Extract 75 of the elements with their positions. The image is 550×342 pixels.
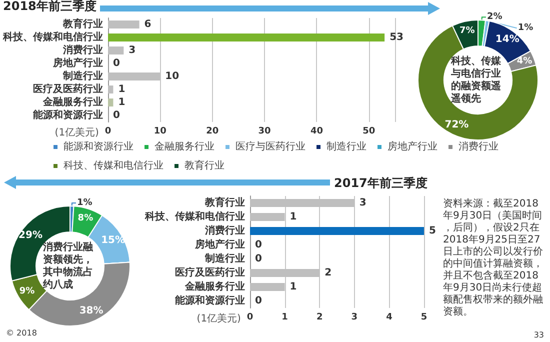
x-tick-label: 4 (386, 312, 392, 322)
x-tick-label: 30 (258, 126, 271, 136)
text: 消费行业融资额领先，其中物流占约八成 (42, 240, 94, 290)
x-tick-label: 3 (351, 312, 358, 322)
data-label: 15% (101, 235, 126, 246)
data-label: 2 (324, 268, 332, 278)
y-tick-label: 科技、传媒和电信行业 (2, 31, 103, 43)
x-tick-label: 2 (316, 312, 323, 322)
data-label: 3 (359, 198, 366, 208)
y-tick-label: 消费行业 (62, 44, 103, 56)
x-tick-label: 0 (246, 312, 254, 322)
y-tick-label: 房地产行业 (194, 238, 245, 250)
x-tick-label: 5 (420, 312, 428, 322)
y-tick-label: 医疗及医药行业 (175, 266, 245, 278)
y-tick-label: 消费行业 (204, 224, 245, 236)
legend-label: 制造行业 (326, 140, 366, 152)
text: 33 (534, 330, 544, 340)
data-label: 0 (255, 240, 262, 250)
data-label: 9% (19, 286, 35, 296)
bar (108, 98, 114, 106)
y-tick-label: 制造行业 (204, 252, 245, 264)
text: 科技、传媒与电信行业的融资额遥遥领先 (450, 54, 502, 104)
y-tick-label: 能源和资源行业 (33, 109, 103, 121)
x-tick-label: 20 (206, 126, 219, 136)
bar (108, 34, 385, 42)
data-label: 3 (128, 45, 136, 56)
data-label: 5 (429, 226, 436, 236)
x-tick-label: 50 (362, 126, 376, 136)
y-tick-label: 科技、传媒和电信行业 (144, 210, 245, 222)
legend-label: 消费行业 (458, 140, 498, 152)
y-tick-label: 医疗及医药行业 (33, 83, 103, 95)
bar (108, 20, 140, 28)
data-label: 29% (18, 230, 42, 241)
x-tick-label: 0 (104, 126, 112, 136)
data-label: 1% (518, 23, 534, 34)
x-tick-label: 1 (282, 312, 288, 322)
data-label: 72% (444, 120, 469, 131)
y-tick-label: 制造行业 (62, 70, 103, 82)
legend-label: 金融服务行业 (154, 140, 214, 152)
x-axis-title: (1亿美元) (196, 312, 242, 324)
data-label: 6 (144, 19, 152, 30)
data-label: 53 (390, 32, 404, 43)
data-label: 1% (76, 198, 92, 208)
data-label: 1 (290, 212, 297, 222)
x-axis-title: (1亿美元) (54, 126, 100, 138)
y-tick-label: 金融服务行业 (42, 96, 103, 108)
data-label: 38% (79, 306, 104, 317)
data-label: 1 (290, 282, 297, 292)
data-label: 0 (255, 296, 262, 306)
y-tick-label: 教育行业 (62, 18, 103, 30)
x-tick-label: 10 (154, 126, 166, 136)
bar (108, 86, 114, 94)
data-label: 8% (78, 213, 94, 224)
data-label: 7% (459, 26, 475, 36)
data-label: 2% (486, 12, 502, 22)
text: 资料来源：截至2018年9月30日（美国时间，后同），假设2只在2018年9月25日至27日上市的公司以发行价的中间值计算融资额，并且不包含截至2018年9月30日尚未行使超额配售权带来的额外融资额。 (443, 198, 543, 318)
legend-label: 房地产行业 (388, 140, 438, 152)
y-tick-label: 教育行业 (204, 196, 245, 208)
data-label: 0 (113, 58, 120, 69)
chart-title: 2017年前三季度 (334, 176, 428, 190)
x-tick-label: 40 (310, 126, 323, 136)
data-label: 14% (495, 34, 520, 46)
bar (250, 227, 424, 235)
bar (108, 46, 124, 54)
y-tick-label: 能源和资源行业 (175, 294, 245, 306)
data-label: 1 (118, 84, 126, 95)
y-tick-label: 金融服务行业 (184, 280, 245, 292)
y-tick-label: 房地产行业 (52, 57, 103, 69)
legend-label: 医疗与医药行业 (236, 140, 306, 152)
data-label: 0 (255, 254, 262, 264)
data-label: 0 (113, 110, 120, 121)
data-label: 10 (165, 71, 180, 82)
text: © 2018 (6, 328, 37, 338)
data-label: 1 (118, 97, 126, 108)
data-label: 4% (516, 56, 532, 67)
